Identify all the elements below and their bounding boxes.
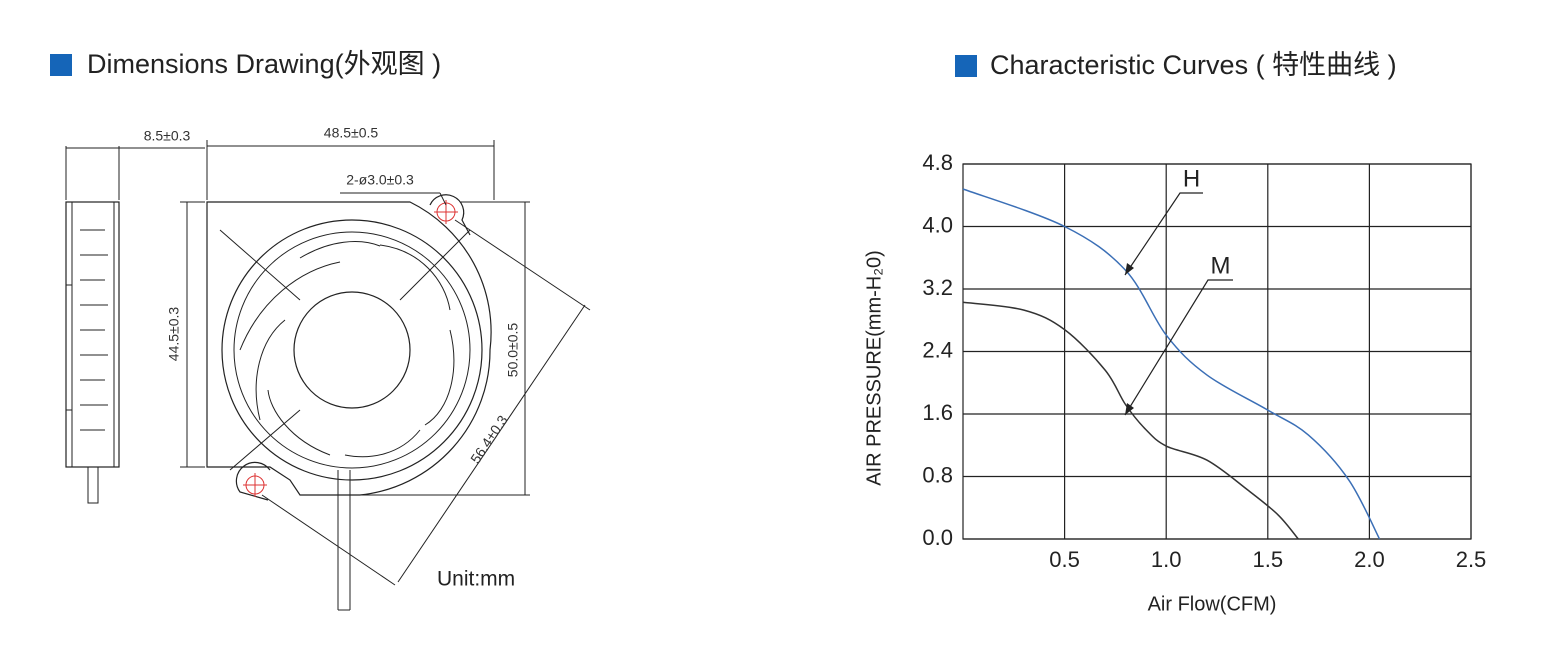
- dim-width: 48.5±0.5: [324, 125, 379, 141]
- x-tick-label: 1.0: [1151, 547, 1182, 572]
- title-marker: [50, 54, 72, 76]
- dim-hole-pitch: 50.0±0.5: [505, 323, 521, 378]
- y-axis-label: AIR PRESSURE(mm-H₂0): [863, 250, 885, 486]
- dim-diagonal: 56.4±0.3: [467, 412, 511, 466]
- dim-holes: 2-ø3.0±0.3: [346, 172, 414, 188]
- x-tick-label: 0.5: [1049, 547, 1080, 572]
- x-tick-label: 2.5: [1456, 547, 1487, 572]
- annotation-arrow: [1124, 279, 1233, 416]
- annotation-arrow: [1124, 192, 1203, 276]
- legend-label: M: [1211, 252, 1231, 279]
- y-tick-label: 2.4: [922, 337, 953, 362]
- front-view: [180, 140, 591, 611]
- y-tick-label: 4.8: [922, 150, 953, 175]
- x-tick-label: 1.5: [1253, 547, 1284, 572]
- y-tick-label: 4.0: [922, 212, 953, 237]
- arrow-head: [1125, 403, 1134, 415]
- y-tick-label: 3.2: [922, 275, 953, 300]
- y-tick-label: 1.6: [922, 400, 953, 425]
- arrow-head: [1125, 263, 1134, 275]
- y-tick-label: 0.0: [922, 525, 953, 550]
- dim-thickness: 8.5±0.3: [144, 128, 191, 144]
- y-tick-label: 0.8: [922, 462, 953, 487]
- curve: [962, 188, 1381, 540]
- title-marker: [955, 55, 977, 77]
- x-axis-label: Air Flow(CFM): [1148, 593, 1277, 615]
- side-view: [65, 146, 205, 504]
- plot-frame: [962, 163, 1472, 540]
- legend-label: H: [1183, 165, 1200, 192]
- x-tick-label: 2.0: [1354, 547, 1385, 572]
- curve: [962, 301, 1299, 540]
- dim-height: 44.5±0.3: [166, 307, 182, 362]
- chart-title: Characteristic Curves ( 特性曲线 ): [990, 50, 1397, 80]
- drawing-title: Dimensions Drawing(外观图 ): [87, 49, 441, 79]
- unit-label: Unit:mm: [437, 568, 515, 591]
